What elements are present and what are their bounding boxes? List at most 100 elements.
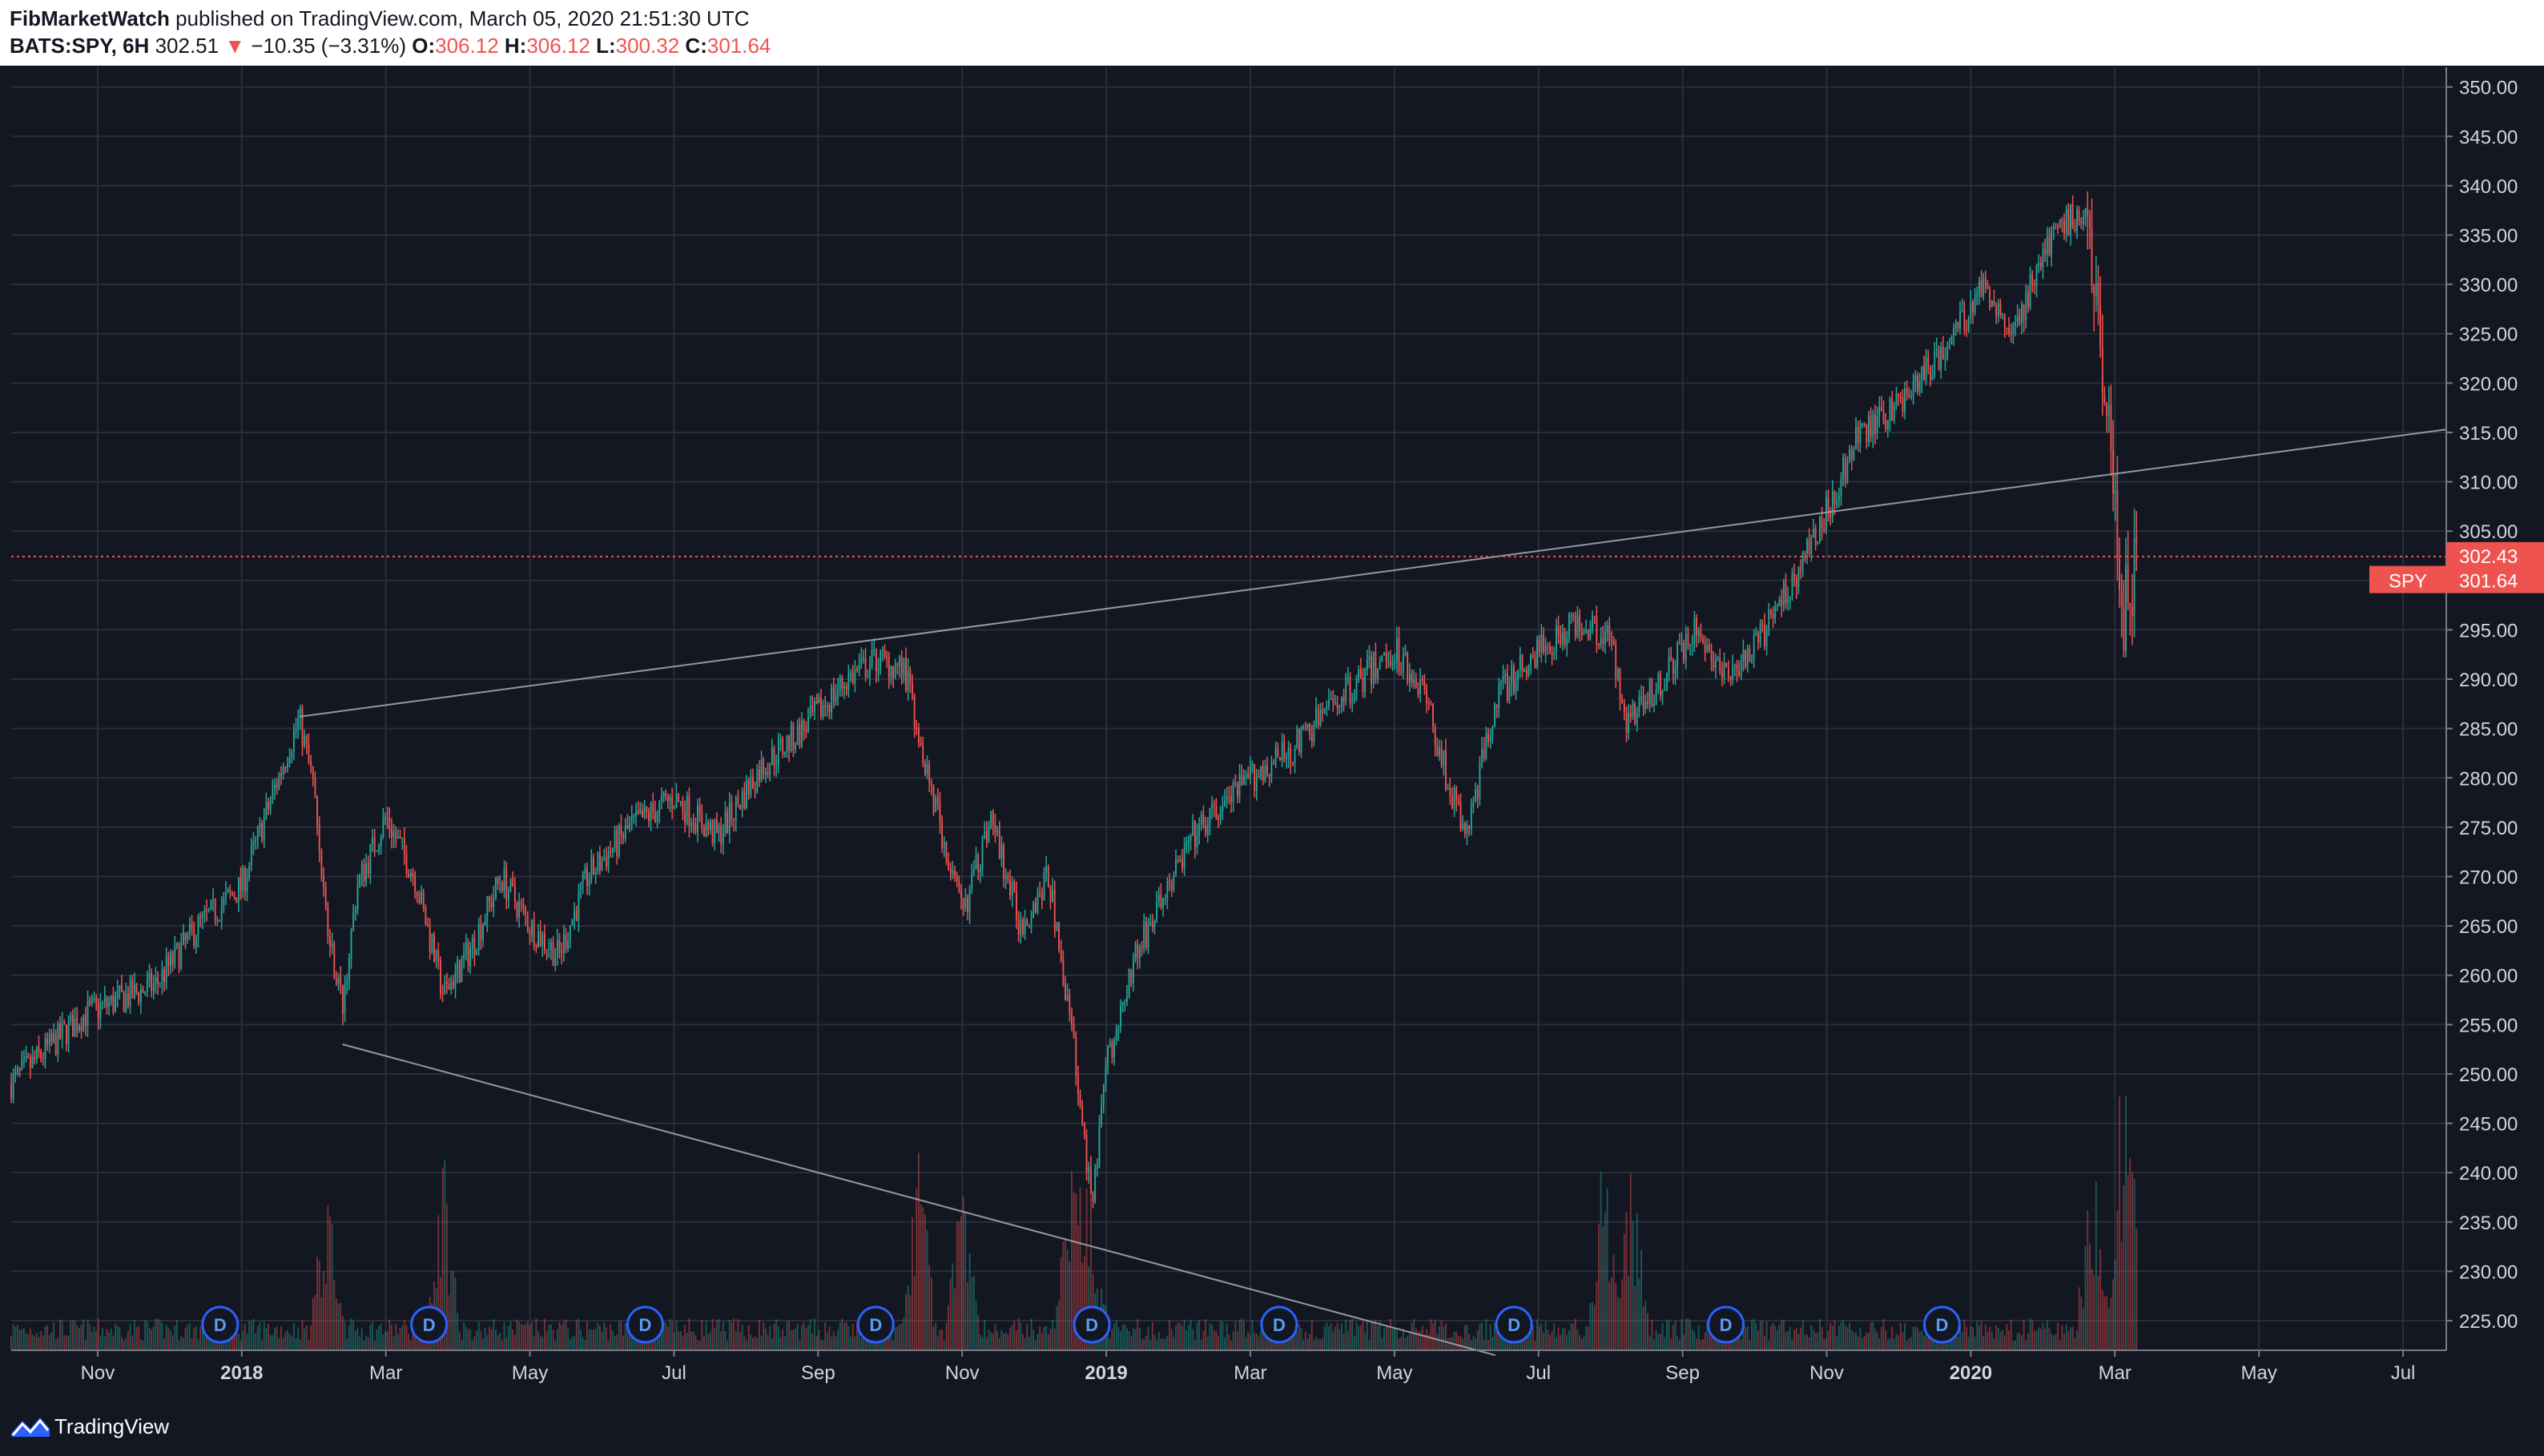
trendline-2[interactable] — [342, 1044, 1496, 1357]
dividend-marker[interactable]: D — [1260, 1305, 1298, 1344]
volume-bar — [503, 1321, 505, 1350]
volume-bar — [575, 1320, 578, 1350]
volume-bar — [38, 1337, 40, 1350]
candle-body — [1206, 825, 1209, 835]
dividend-marker[interactable]: D — [410, 1305, 449, 1344]
volume-bar — [1557, 1327, 1560, 1350]
candle-body — [299, 708, 301, 718]
candle-body — [54, 1033, 57, 1055]
candle-body — [533, 920, 535, 947]
candle-body — [1638, 696, 1640, 712]
candle-body — [359, 875, 361, 887]
volume-bar — [1198, 1320, 1201, 1350]
dividend-marker-label: D — [214, 1315, 227, 1335]
candle-body — [1927, 356, 1930, 368]
candle-body — [445, 981, 448, 984]
candle-body — [376, 851, 378, 852]
candle-body — [688, 796, 690, 827]
price-chart[interactable]: D D D D D D D D D 350.00345.00340.00335.00330.00… — [0, 67, 2544, 1397]
candle-body — [1075, 1036, 1077, 1076]
candle-body — [1727, 666, 1729, 678]
volume-bar — [25, 1333, 27, 1350]
time-axis[interactable]: Nov 2018 Mar May Jul Sep Nov 2019 Mar May Jul Sep No… — [11, 1349, 2446, 1384]
dividend-marker[interactable]: D — [856, 1305, 895, 1344]
volume-bar — [1481, 1322, 1483, 1350]
tradingview-logo-icon[interactable] — [10, 1413, 51, 1440]
volume-bar — [1547, 1329, 1549, 1350]
volume-bar — [1984, 1325, 1986, 1350]
volume-bar — [690, 1331, 692, 1350]
volume-bar — [1991, 1331, 1993, 1350]
candle-body — [1300, 726, 1302, 753]
volume-bar — [998, 1337, 1000, 1350]
candle-body — [1857, 427, 1859, 443]
trendline-1[interactable] — [299, 428, 2447, 718]
dividend-marker[interactable]: D — [626, 1305, 664, 1344]
volume-bar — [12, 1323, 14, 1350]
volume-bar — [1700, 1340, 1702, 1350]
volume-bar — [119, 1327, 121, 1350]
dividend-marker[interactable]: D — [1495, 1305, 1533, 1344]
candle-body — [1198, 825, 1201, 835]
candle-body — [1143, 921, 1145, 948]
volume-bar — [518, 1321, 521, 1350]
volume-bar — [1000, 1329, 1003, 1350]
candle-body — [388, 818, 391, 830]
candle-body — [1330, 698, 1332, 700]
author-name[interactable]: FibMarketWatch — [10, 6, 170, 30]
candle-body — [1138, 947, 1141, 959]
tradingview-brand[interactable]: TradingView — [54, 1414, 170, 1438]
volume-bar — [135, 1327, 138, 1350]
candle-body — [1495, 705, 1498, 708]
candle-body — [1689, 644, 1691, 646]
candle-body — [119, 985, 121, 991]
candle-body — [1808, 540, 1810, 554]
candle-body — [210, 899, 212, 910]
candle-body — [1234, 782, 1237, 783]
volume-bar — [1371, 1322, 1373, 1350]
volume-bar — [971, 1277, 973, 1350]
volume-bar — [2088, 1244, 2091, 1350]
candle-body — [1238, 774, 1241, 797]
candle-body — [1069, 995, 1071, 1015]
price-axis[interactable]: 350.00345.00340.00335.00330.00325.00320.… — [2445, 67, 2518, 1350]
volume-bar — [2084, 1245, 2087, 1350]
candle-body — [360, 863, 363, 875]
candle-body — [110, 995, 112, 1003]
volume-bar — [633, 1332, 635, 1350]
volume-bar — [684, 1325, 686, 1350]
dividend-marker[interactable]: D — [1073, 1305, 1111, 1344]
volume-bar — [1629, 1172, 1632, 1350]
volume-bar — [863, 1333, 864, 1350]
last-price-tag — [2446, 565, 2544, 593]
symbol-label[interactable]: BATS:SPY, 6H — [10, 34, 150, 58]
candle-body — [1062, 959, 1065, 985]
volume-bar — [1948, 1338, 1950, 1350]
volume-bar — [1317, 1338, 1319, 1350]
candle-body — [1160, 895, 1162, 907]
chart-area[interactable]: D D D D D D D D D 350.00 345.00 340.00 335.00 330.00… — [0, 67, 2544, 1397]
volume-bar — [1966, 1326, 1967, 1350]
candle-body — [1189, 835, 1192, 841]
candle-body — [476, 951, 477, 955]
candle-body — [2120, 590, 2123, 607]
dividend-marker[interactable]: D — [1707, 1305, 1745, 1344]
dividend-marker[interactable]: D — [201, 1305, 240, 1344]
volume-bar — [380, 1323, 382, 1350]
dividend-marker[interactable]: D — [1922, 1305, 1961, 1344]
candle-body — [1432, 704, 1434, 727]
candle-body — [975, 855, 977, 870]
volume-bar — [635, 1335, 637, 1350]
candle-body — [297, 718, 300, 729]
candle-body — [231, 892, 233, 895]
candle-body — [981, 839, 984, 869]
candle-body — [741, 790, 743, 810]
candle-body — [666, 796, 669, 802]
volume-bar — [463, 1322, 465, 1350]
candle-body — [971, 872, 973, 888]
volume-bar — [1742, 1325, 1745, 1350]
volume-bar — [1940, 1337, 1942, 1350]
trendlines[interactable] — [299, 428, 2447, 1357]
candle-body — [1642, 696, 1644, 710]
